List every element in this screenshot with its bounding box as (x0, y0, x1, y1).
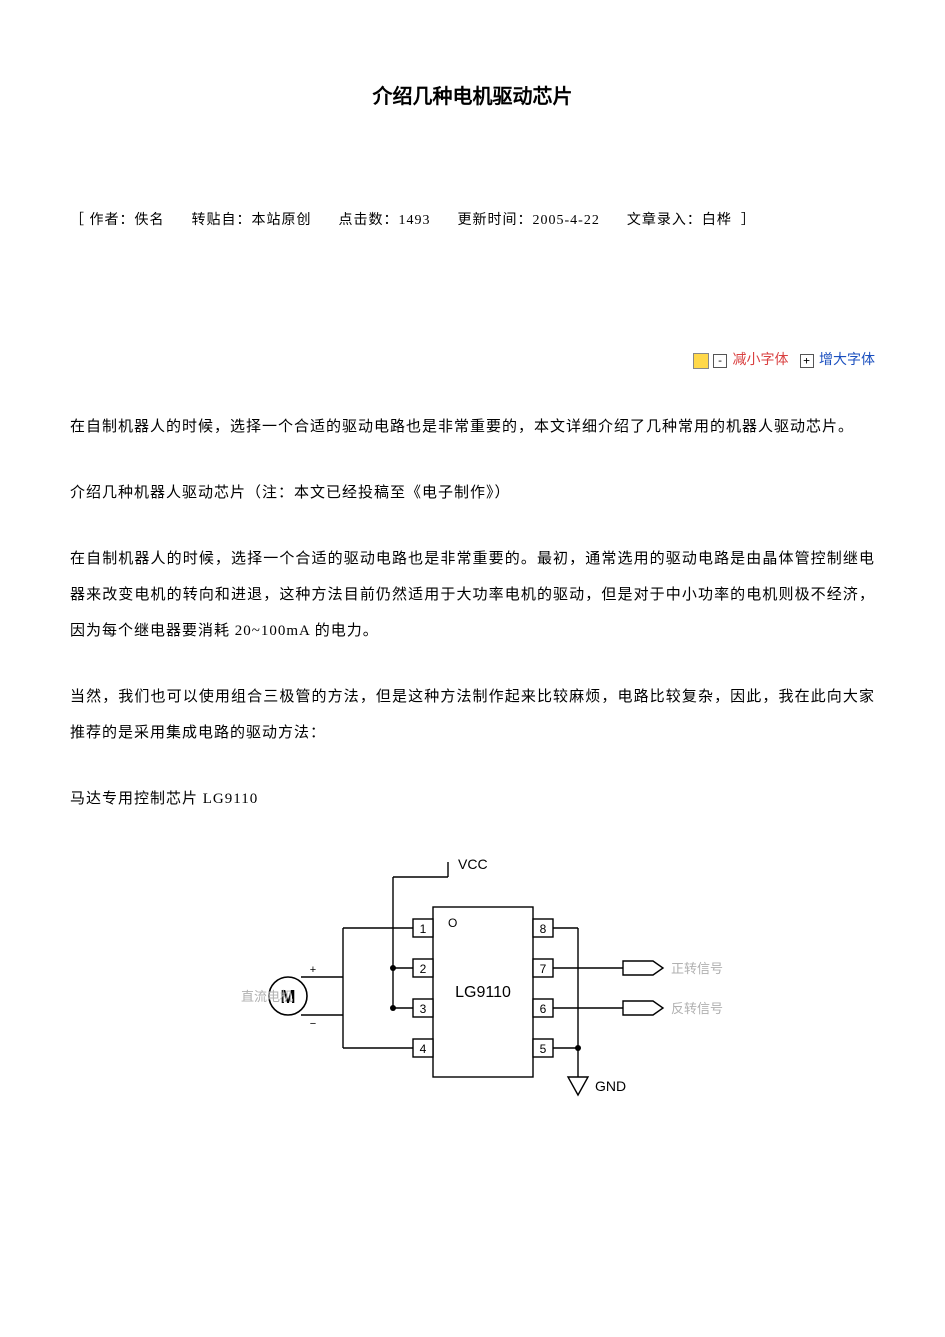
bracket-close: ］ (741, 213, 756, 228)
signal-pad (623, 1001, 663, 1015)
pin-label: 6 (539, 1002, 546, 1016)
plus-icon[interactable]: + (800, 354, 814, 368)
accent-icon (693, 353, 709, 369)
chip-notch-marker: O (448, 916, 457, 930)
chip-name-text: LG9110 (455, 984, 511, 1001)
pin-label: 5 (539, 1042, 546, 1056)
motor-label: 直流电机 (241, 989, 293, 1004)
pin-label: 8 (539, 922, 546, 936)
svg-text:−: − (309, 1018, 315, 1030)
font-size-controls: - 减小字体 + 增大字体 (70, 349, 875, 369)
updated-value: 2005-4-22 (533, 213, 600, 228)
repost-value: 本站原创 (252, 213, 312, 228)
decrease-font-link[interactable]: 减小字体 (733, 353, 789, 368)
circuit-svg: O LG9110 1 2 3 4 8 7 6 (223, 847, 723, 1127)
paragraph: 介绍几种机器人驱动芯片（注：本文已经投稿至《电子制作》） (70, 475, 875, 511)
vcc-label: VCC (458, 856, 488, 872)
minus-icon[interactable]: - (713, 354, 727, 368)
signal-pad (623, 961, 663, 975)
reverse-signal-label: 反转信号 (671, 1001, 723, 1016)
paragraph: 当然，我们也可以使用组合三极管的方法，但是这种方法制作起来比较麻烦，电路比较复杂… (70, 679, 875, 751)
repost-label: 转贴自： (192, 213, 252, 228)
updated-label: 更新时间： (458, 213, 533, 228)
pin-label: 7 (539, 962, 546, 976)
entered-value: 白桦 (702, 213, 732, 228)
page-container: 介绍几种电机驱动芯片 ［ 作者：佚名 转贴自：本站原创 点击数：1493 更新时… (0, 0, 945, 1167)
increase-font-link[interactable]: 增大字体 (819, 353, 875, 368)
chip-section-label: 马达专用控制芯片 LG9110 (70, 781, 875, 817)
paragraph: 在自制机器人的时候，选择一个合适的驱动电路也是非常重要的。最初，通常选用的驱动电… (70, 541, 875, 649)
svg-text:+: + (309, 964, 315, 976)
author-label: 作者： (90, 213, 135, 228)
paragraph: 在自制机器人的时候，选择一个合适的驱动电路也是非常重要的，本文详细介绍了几种常用… (70, 409, 875, 445)
left-pins-group: 1 2 3 4 (413, 919, 433, 1057)
author-value: 佚名 (135, 213, 165, 228)
pin-label: 1 (419, 922, 426, 936)
pin-label: 3 (419, 1002, 426, 1016)
entered-label: 文章录入： (627, 213, 702, 228)
pin-label: 2 (419, 962, 426, 976)
bracket-open: ［ (70, 213, 85, 228)
gnd-symbol (568, 1077, 588, 1095)
article-meta: ［ 作者：佚名 转贴自：本站原创 点击数：1493 更新时间：2005-4-22… (70, 209, 875, 229)
pin-label: 4 (419, 1042, 426, 1056)
right-pins-group: 8 7 6 5 (533, 919, 553, 1057)
hits-value: 1493 (399, 213, 431, 228)
forward-signal-label: 正转信号 (671, 961, 723, 976)
article-body: 在自制机器人的时候，选择一个合适的驱动电路也是非常重要的，本文详细介绍了几种常用… (70, 409, 875, 817)
page-title: 介绍几种电机驱动芯片 (70, 80, 875, 109)
gnd-label: GND (595, 1078, 626, 1094)
circuit-diagram: O LG9110 1 2 3 4 8 7 6 (223, 847, 723, 1127)
hits-label: 点击数： (339, 213, 399, 228)
